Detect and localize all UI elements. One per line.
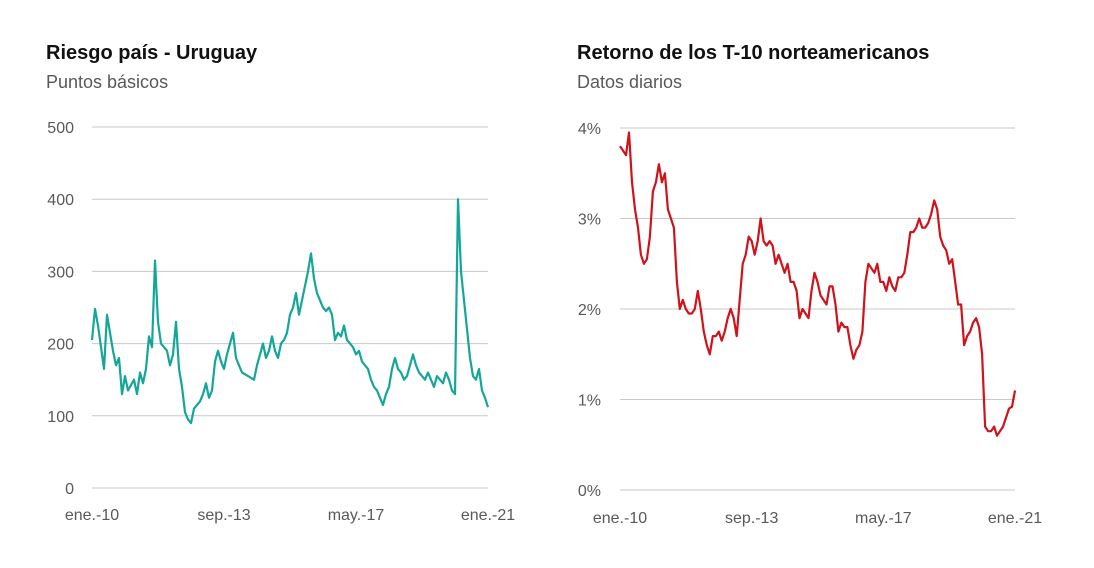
x-tick-label: ene.-21 [988,510,1042,527]
y-tick-label: 1% [578,393,601,410]
x-tick-label: may.-17 [855,510,912,527]
y-tick-label: 400 [47,192,74,209]
chart-t10-yield: Retorno de los T-10 norteamericanos Dato… [547,0,1094,568]
chart-title: Riesgo país - Uruguay [46,42,258,64]
x-tick-label: ene.-10 [65,507,119,524]
chart-title: Retorno de los T-10 norteamericanos [577,42,930,64]
y-tick-label: 500 [47,120,74,137]
chart-riesgo-pais: Riesgo país - Uruguay Puntos básicos 0 10… [46,42,515,524]
series-line [619,131,1017,437]
x-tick-label: sep.-13 [197,507,250,524]
series-line [90,198,490,425]
y-tick-label: 0 [65,481,74,498]
x-tick-label: ene.-10 [593,510,647,527]
y-tick-label: 300 [47,264,74,281]
y-tick-label: 3% [578,212,601,229]
chart-subtitle: Puntos básicos [46,72,169,92]
chart-plot-area: 0% 1% 2% 3% 4% ene.-10 sep.-13 may.-17 ene.-21 [578,121,1042,527]
x-tick-label: may.-17 [328,507,385,524]
y-tick-label: 0% [578,483,601,500]
x-tick-label: sep.-13 [725,510,778,527]
y-tick-label: 4% [578,121,601,138]
y-tick-label: 100 [47,409,74,426]
chart-subtitle: Datos diarios [577,72,683,92]
y-tick-label: 200 [47,337,74,354]
y-tick-label: 2% [578,302,601,319]
chart-plot-area: 0 100 200 300 400 500 ene.-10 sep.-13 may.-17 ene… [47,120,515,524]
x-tick-label: ene.-21 [461,507,515,524]
